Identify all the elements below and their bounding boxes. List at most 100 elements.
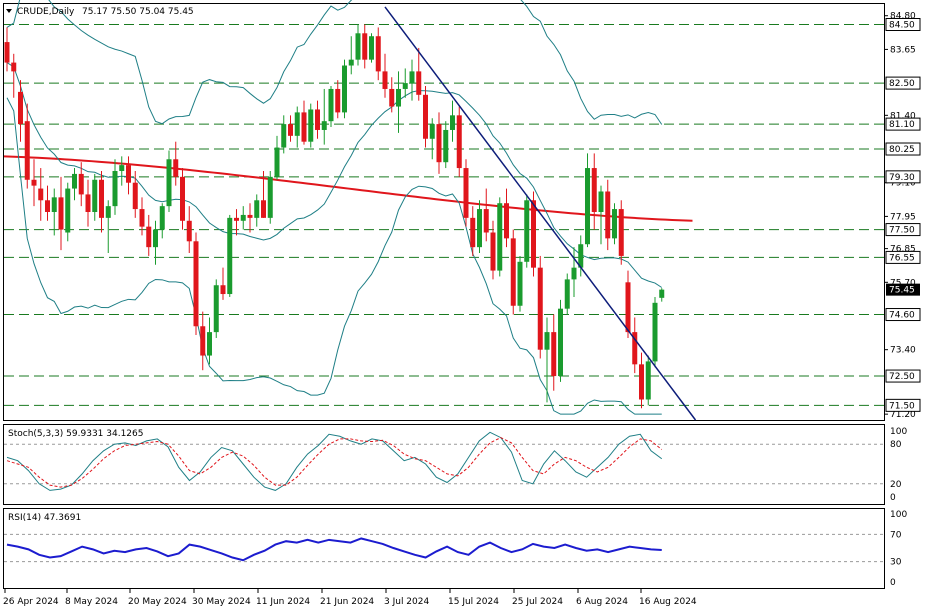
- candle-body: [38, 188, 44, 201]
- date-label: 20 May 2024: [128, 597, 187, 607]
- candle-body: [632, 332, 638, 365]
- candle-body: [18, 91, 23, 125]
- candle-body: [639, 364, 644, 400]
- candle-body: [321, 121, 327, 130]
- candle-body: [65, 188, 71, 233]
- price-axis-label: 75.70: [890, 278, 916, 288]
- candle-body: [288, 124, 293, 136]
- candle-body: [58, 197, 64, 230]
- candle-body: [159, 206, 165, 230]
- level-label-box: [885, 117, 921, 131]
- candle-body: [382, 71, 388, 89]
- candle-body: [207, 332, 212, 356]
- candle-body: [490, 232, 496, 271]
- price-axis-label: 73.40: [890, 346, 916, 356]
- date-label: 26 Apr 2024: [3, 597, 59, 607]
- rsi-title: RSI(14) 47.3691: [8, 513, 81, 523]
- candle-body: [348, 59, 354, 66]
- candle-body: [24, 121, 30, 180]
- candle-body: [308, 109, 314, 142]
- candle-body: [261, 200, 266, 218]
- level-label-box: [885, 223, 921, 237]
- candle-body: [558, 308, 563, 377]
- stoch-layer: [4, 431, 884, 491]
- candle-body: [328, 88, 334, 122]
- candle-body: [105, 206, 111, 218]
- candle-body: [112, 170, 118, 207]
- candle-body: [4, 42, 10, 63]
- candle-body: [45, 200, 50, 212]
- level-label-box: [885, 308, 921, 322]
- candle-body: [355, 33, 361, 60]
- chart-header: CRUDE,Daily 75.17 75.50 75.04 75.45: [6, 7, 194, 17]
- candle-body: [254, 200, 260, 218]
- date-label: 30 May 2024: [192, 597, 251, 607]
- candle-body: [193, 241, 199, 327]
- candle-body: [240, 214, 246, 221]
- candle-body: [126, 165, 131, 183]
- candle-body: [402, 83, 408, 89]
- stoch-signal-line: [6, 437, 663, 488]
- candle-body: [443, 129, 449, 163]
- level-label: 76.55: [889, 253, 915, 263]
- rsi-layer: [4, 533, 884, 563]
- candle-body: [645, 361, 651, 400]
- candle-body: [571, 267, 577, 280]
- candle-body: [470, 217, 476, 248]
- candle-body: [436, 124, 442, 163]
- date-label: 11 Jun 2024: [256, 597, 310, 607]
- candle-body: [85, 194, 91, 212]
- level-label: 77.50: [889, 226, 915, 236]
- price-axis-label: 81.40: [890, 111, 916, 121]
- candle-body: [625, 282, 631, 333]
- date-label: 8 May 2024: [65, 597, 118, 607]
- candle-body: [92, 179, 98, 212]
- stoch-main-line: [6, 431, 663, 491]
- candle-body: [456, 115, 462, 169]
- price-panel-frame: [3, 3, 885, 421]
- candle-body: [477, 209, 482, 248]
- candle-body: [585, 168, 590, 245]
- level-label: 81.10: [889, 120, 915, 130]
- candle-body: [153, 229, 158, 248]
- price-axis-label: 79.10: [890, 179, 916, 189]
- level-label: 84.50: [889, 21, 915, 31]
- dropdown-triangle-icon[interactable]: [6, 9, 12, 13]
- candle-body: [234, 217, 239, 221]
- candle-body: [375, 36, 381, 72]
- candle-body: [517, 261, 523, 306]
- candle-body: [180, 176, 185, 221]
- level-label-box: [885, 142, 921, 156]
- level-label-box: [885, 76, 921, 90]
- stoch-title: Stoch(5,3,3) 59.9331 34.1265: [8, 429, 143, 439]
- candle-body: [362, 33, 368, 60]
- candle-body: [139, 209, 145, 227]
- date-label: 16 Aug 2024: [639, 597, 697, 607]
- candle-body: [544, 332, 550, 350]
- level-label-box: [885, 170, 921, 184]
- candle-body: [524, 200, 530, 262]
- candle-body: [315, 109, 320, 130]
- candle-body: [146, 226, 152, 248]
- candle-body: [409, 71, 415, 84]
- candle-body: [247, 214, 253, 218]
- candle-body: [173, 159, 179, 177]
- candle-body: [213, 285, 219, 333]
- level-label-box: [885, 250, 921, 264]
- candle-body: [72, 173, 77, 189]
- date-label: 15 Jul 2024: [448, 597, 499, 607]
- level-label-box: [885, 369, 921, 383]
- rsi-line: [6, 537, 662, 562]
- candle-body: [267, 176, 273, 218]
- date-label: 21 Jun 2024: [320, 597, 374, 607]
- candle-body: [450, 115, 455, 130]
- oscillator-axis-label: 100: [890, 510, 907, 520]
- candle-body: [31, 179, 37, 186]
- candle-body: [510, 238, 516, 306]
- candle-body: [227, 217, 233, 295]
- axis-layer: 84.80 83.65 81.40 79.10 77.95 76.85 75.70 73.40…: [3, 12, 921, 607]
- candle-body: [652, 302, 658, 362]
- oscillator-axis-label: 0: [890, 493, 896, 503]
- level-label: 82.50: [889, 79, 915, 89]
